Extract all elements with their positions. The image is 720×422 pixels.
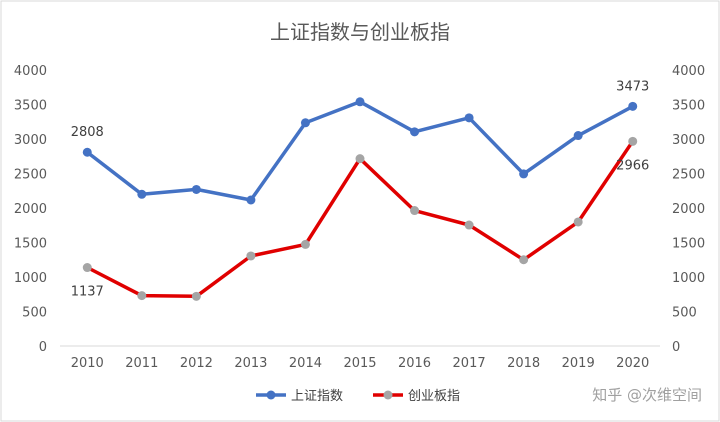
watermark-text: 知乎 @次维空间 bbox=[592, 386, 702, 404]
data-label: 2808 bbox=[71, 125, 104, 140]
y2-tick-label: 3000 bbox=[672, 133, 705, 148]
x-tick-label: 2018 bbox=[507, 356, 540, 371]
series-layer bbox=[82, 97, 638, 301]
y2-tick-label: 2000 bbox=[672, 202, 705, 217]
y2-tick-label: 2500 bbox=[672, 168, 705, 183]
y-tick-label: 500 bbox=[22, 306, 47, 321]
legend-marker-shanghai bbox=[266, 390, 276, 400]
chart-title: 上证指数与创业板指 bbox=[270, 20, 450, 44]
x-tick-label: 2011 bbox=[125, 356, 158, 371]
x-tick-label: 2020 bbox=[616, 356, 649, 371]
data-point-chinext[interactable] bbox=[573, 217, 583, 227]
x-tick-label: 2013 bbox=[234, 356, 267, 371]
data-label: 1137 bbox=[71, 285, 104, 300]
x-tick-label: 2016 bbox=[398, 356, 431, 371]
data-point-shanghai[interactable] bbox=[464, 113, 474, 123]
x-tick-label: 2019 bbox=[562, 356, 595, 371]
legend-item-chinext[interactable]: 创业板指 bbox=[373, 389, 460, 404]
data-label: 3473 bbox=[616, 79, 649, 94]
data-point-chinext[interactable] bbox=[464, 220, 474, 230]
data-point-chinext[interactable] bbox=[628, 136, 638, 146]
data-point-chinext[interactable] bbox=[355, 154, 365, 164]
data-point-chinext[interactable] bbox=[519, 255, 529, 265]
data-point-shanghai[interactable] bbox=[246, 195, 256, 205]
y-tick-label: 0 bbox=[39, 340, 47, 355]
data-point-chinext[interactable] bbox=[82, 263, 92, 273]
y2-tick-label: 3500 bbox=[672, 99, 705, 114]
legend-label-chinext: 创业板指 bbox=[408, 389, 460, 404]
y-tick-label: 2000 bbox=[14, 202, 47, 217]
data-point-shanghai[interactable] bbox=[191, 184, 201, 194]
y-tick-label: 4000 bbox=[14, 64, 47, 79]
data-point-shanghai[interactable] bbox=[355, 97, 365, 107]
legend-label-shanghai: 上证指数 bbox=[291, 389, 343, 404]
data-point-chinext[interactable] bbox=[246, 251, 256, 261]
x-axis: 2010 2011 2012 2013 2014 2015 2016 2017 2018 2019… bbox=[71, 356, 650, 371]
x-tick-label: 2010 bbox=[71, 356, 104, 371]
y-tick-label: 1500 bbox=[14, 237, 47, 252]
data-label: 2966 bbox=[616, 158, 649, 173]
data-point-shanghai[interactable] bbox=[410, 127, 420, 137]
data-point-shanghai[interactable] bbox=[628, 101, 638, 111]
x-tick-label: 2015 bbox=[343, 356, 376, 371]
data-point-shanghai[interactable] bbox=[573, 131, 583, 141]
y2-tick-label: 1500 bbox=[672, 237, 705, 252]
x-tick-label: 2014 bbox=[289, 356, 322, 371]
data-point-shanghai[interactable] bbox=[137, 189, 147, 199]
data-point-chinext[interactable] bbox=[410, 206, 420, 216]
x-tick-label: 2012 bbox=[180, 356, 213, 371]
legend-marker-chinext bbox=[383, 390, 393, 400]
legend: 上证指数 创业板指 bbox=[256, 389, 460, 404]
data-point-chinext[interactable] bbox=[300, 239, 310, 249]
y-tick-label: 3000 bbox=[14, 133, 47, 148]
y2-tick-label: 4000 bbox=[672, 64, 705, 79]
data-point-chinext[interactable] bbox=[137, 291, 147, 301]
x-tick-label: 2017 bbox=[453, 356, 486, 371]
y-tick-label: 2500 bbox=[14, 168, 47, 183]
data-point-shanghai[interactable] bbox=[519, 169, 529, 179]
y-tick-label: 1000 bbox=[14, 271, 47, 286]
y2-tick-label: 1000 bbox=[672, 271, 705, 286]
data-point-shanghai[interactable] bbox=[300, 118, 310, 128]
legend-item-shanghai[interactable]: 上证指数 bbox=[256, 389, 343, 404]
y-axis-right: 0 500 1000 1500 2000 2500 3000 3500 4000 bbox=[672, 64, 705, 355]
y-axis-left: 0 500 1000 1500 2000 2500 3000 3500 4000 bbox=[14, 64, 47, 355]
y-tick-label: 3500 bbox=[14, 99, 47, 114]
y2-tick-label: 0 bbox=[672, 340, 680, 355]
y2-tick-label: 500 bbox=[672, 306, 697, 321]
data-labels: 2808 1137 3473 2966 bbox=[71, 79, 650, 299]
data-point-chinext[interactable] bbox=[191, 291, 201, 301]
data-point-shanghai[interactable] bbox=[82, 147, 92, 157]
